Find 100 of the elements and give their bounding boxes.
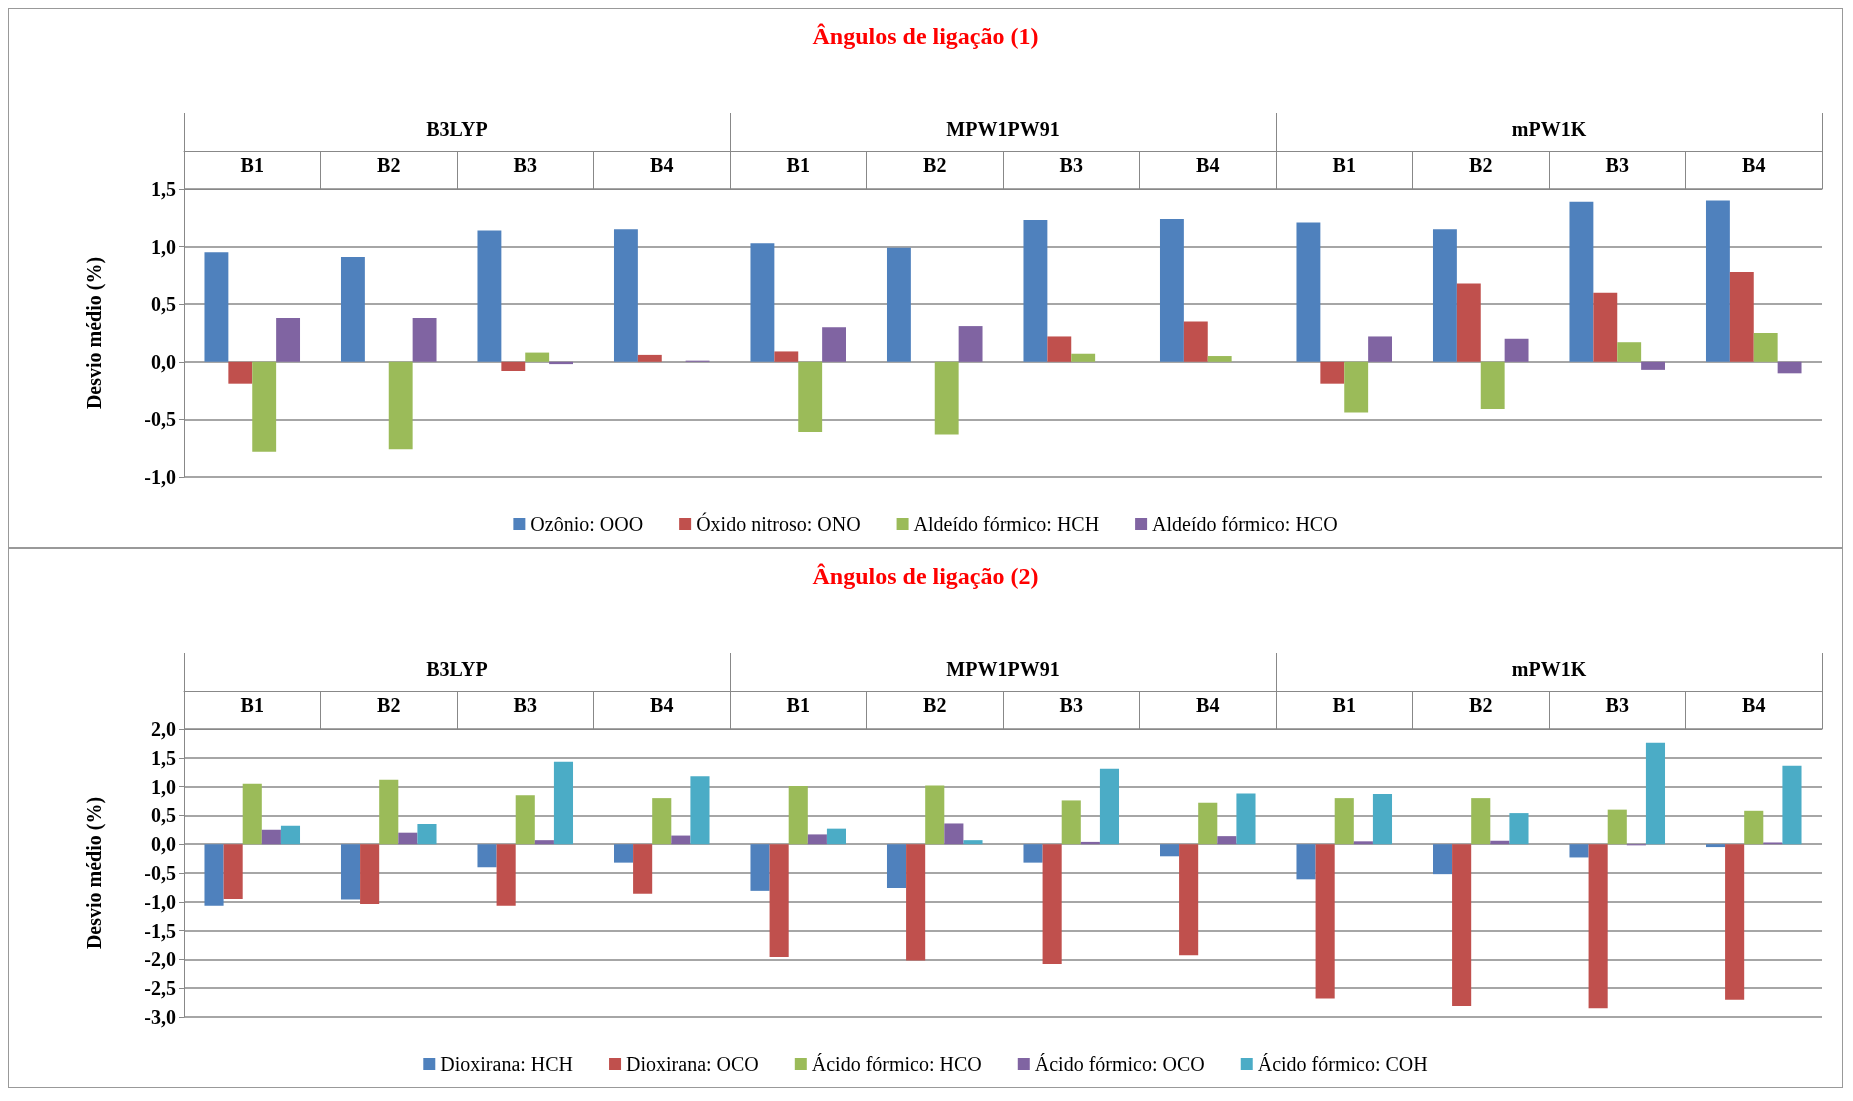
y-axis-title: Desvio médio (%) bbox=[83, 796, 106, 950]
bar bbox=[1753, 333, 1778, 362]
bar bbox=[261, 829, 281, 845]
bar bbox=[1159, 218, 1184, 362]
y-tick-label: 0,0 bbox=[151, 350, 176, 373]
bar bbox=[925, 785, 945, 845]
x-tick-label: B1 bbox=[1332, 154, 1356, 176]
y-tick-label: -0,5 bbox=[144, 862, 176, 884]
bar bbox=[515, 795, 535, 845]
text: B3LYP bbox=[426, 118, 488, 140]
bar bbox=[958, 326, 983, 362]
bar bbox=[963, 840, 983, 845]
bar bbox=[1645, 742, 1666, 845]
bar bbox=[252, 361, 277, 452]
bar bbox=[553, 761, 574, 845]
bar bbox=[1179, 844, 1199, 956]
bar bbox=[822, 327, 847, 362]
bar bbox=[1452, 844, 1472, 1007]
bar bbox=[1588, 844, 1608, 1009]
x-tick-label: B2 bbox=[377, 694, 401, 716]
bar bbox=[1509, 813, 1529, 845]
chart-title: Ângulos de ligação (2) bbox=[812, 563, 1039, 589]
y-tick-label: -3,0 bbox=[144, 1006, 176, 1028]
bar bbox=[412, 318, 437, 362]
text: MPW1PW91 bbox=[946, 658, 1060, 680]
bar bbox=[1236, 793, 1256, 845]
bar bbox=[1725, 844, 1745, 1000]
legend-label: Ácido fórmico: COH bbox=[1257, 1053, 1428, 1075]
bar bbox=[223, 844, 243, 899]
bar bbox=[1159, 844, 1180, 857]
y-tick-label: 1,5 bbox=[151, 746, 176, 769]
x-tick-label: B3 bbox=[1059, 154, 1083, 176]
bar bbox=[671, 835, 691, 845]
legend-label: Ácido fórmico: OCO bbox=[1034, 1053, 1205, 1075]
bar bbox=[750, 844, 770, 891]
bar bbox=[1315, 844, 1335, 999]
bar bbox=[1782, 765, 1802, 845]
bar bbox=[1607, 809, 1627, 845]
bar bbox=[613, 844, 634, 863]
bar bbox=[1296, 844, 1316, 880]
text: mPW1K bbox=[1511, 658, 1587, 680]
bar bbox=[276, 318, 301, 362]
bar bbox=[1368, 336, 1393, 362]
bar bbox=[340, 256, 365, 362]
bar bbox=[388, 361, 413, 450]
bar bbox=[613, 229, 638, 362]
legend-label: Ácido fórmico: HCO bbox=[811, 1053, 982, 1075]
bar bbox=[1207, 356, 1232, 362]
bar bbox=[1320, 361, 1345, 384]
bar bbox=[906, 844, 926, 961]
bar bbox=[360, 844, 380, 905]
bar bbox=[1569, 201, 1594, 362]
legend-label: Dioxirana: HCH bbox=[440, 1053, 574, 1075]
x-tick-label: B3 bbox=[1605, 154, 1629, 176]
bar bbox=[788, 786, 808, 845]
bar bbox=[690, 776, 710, 845]
bar bbox=[1744, 810, 1764, 845]
bar bbox=[886, 844, 907, 888]
bar bbox=[1617, 342, 1642, 362]
y-tick-label: 1,5 bbox=[151, 178, 176, 200]
y-tick-label: -0,5 bbox=[144, 408, 176, 431]
legend-label: Óxido nitroso: ONO bbox=[696, 512, 861, 535]
y-tick-label: 2,0 bbox=[151, 718, 176, 740]
bar bbox=[1705, 200, 1730, 362]
bar bbox=[798, 361, 823, 433]
x-tick-label: B2 bbox=[1469, 154, 1493, 176]
bar bbox=[1432, 229, 1457, 362]
bar bbox=[1480, 361, 1505, 410]
bar bbox=[826, 828, 847, 845]
bar bbox=[1183, 321, 1208, 362]
x-tick-label: B4 bbox=[1742, 154, 1766, 176]
bar bbox=[807, 834, 827, 845]
legend-label: Ozônio: OOO bbox=[530, 513, 644, 535]
bar bbox=[1047, 336, 1072, 362]
text: MPW1PW91 bbox=[946, 118, 1060, 140]
bar bbox=[534, 840, 554, 845]
x-tick-label: B4 bbox=[650, 154, 674, 176]
y-tick-label: 0,5 bbox=[151, 293, 176, 316]
x-tick-label: B3 bbox=[513, 694, 537, 716]
y-tick-label: 1,0 bbox=[151, 775, 176, 798]
text: mPW1K bbox=[1511, 118, 1587, 140]
bar bbox=[633, 844, 653, 894]
bar bbox=[280, 825, 301, 845]
bar bbox=[477, 230, 502, 362]
bar bbox=[204, 844, 224, 906]
bar bbox=[228, 361, 253, 384]
bar bbox=[944, 823, 964, 845]
bar bbox=[1023, 220, 1048, 362]
bar bbox=[1061, 800, 1081, 845]
bar bbox=[652, 798, 672, 845]
x-tick-label: B3 bbox=[513, 154, 537, 176]
x-tick-label: B2 bbox=[923, 694, 947, 716]
bar bbox=[1729, 271, 1754, 362]
x-tick-label: B2 bbox=[377, 154, 401, 176]
bar bbox=[1023, 844, 1043, 863]
y-tick-label: -2,0 bbox=[144, 948, 176, 971]
bar bbox=[934, 361, 959, 435]
bar bbox=[1334, 798, 1354, 845]
bar bbox=[1569, 844, 1589, 858]
bar bbox=[398, 832, 418, 845]
